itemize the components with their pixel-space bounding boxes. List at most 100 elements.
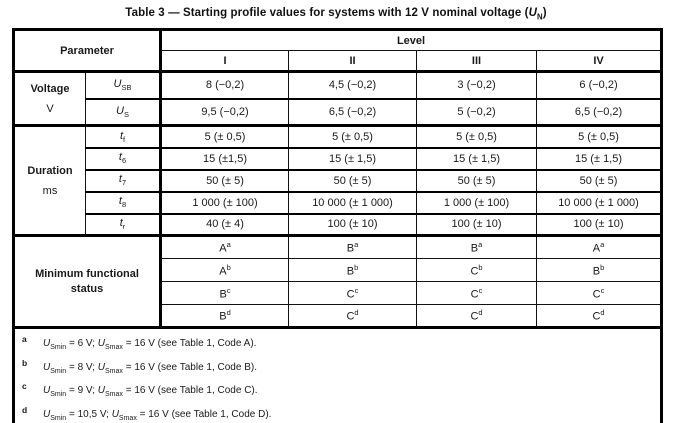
param-symbol-sub: 8	[121, 200, 127, 210]
status-footnote-ref: a	[478, 240, 483, 250]
footnote-symbol: U	[97, 361, 106, 373]
footnote-symbol-sub: Smax	[105, 367, 123, 375]
status-value: B	[470, 242, 479, 255]
value-cell: 6,5 (−0,2)	[288, 98, 418, 127]
parameter-header-cell: Parameter	[12, 29, 162, 73]
param-symbol-sub: 6	[121, 156, 127, 166]
status-cell: Bb	[536, 258, 663, 282]
param-symbol: t	[118, 173, 122, 186]
status-footnote-ref: c	[600, 285, 605, 295]
footnote-symbol: U	[97, 338, 106, 349]
value-cell: 50 (± 5)	[536, 169, 663, 193]
value-cell: 9,5 (−0,2)	[159, 98, 290, 127]
value-cell: 1 000 (± 100)	[159, 191, 290, 215]
value-cell: 15 (± 1,5)	[536, 147, 663, 171]
param-symbol-sub: f	[123, 134, 126, 144]
footnote-marker: c	[22, 381, 27, 391]
table-row: a USmin = 6 V; USmax = 16 V (see Table 1,…	[12, 327, 663, 423]
status-cell: Cd	[536, 304, 663, 329]
table-row: Minimum functional status Aa Ba Ba Aa	[12, 235, 663, 329]
status-footnote-ref: c	[478, 285, 483, 295]
status-cell: Ab	[159, 258, 290, 282]
table-row: Parameter Level	[12, 29, 663, 73]
status-footnote-ref: a	[226, 240, 231, 250]
voltage-section-label: Voltage	[30, 82, 70, 95]
param-symbol: t	[119, 217, 123, 230]
value-cell: 4,5 (−0,2)	[288, 71, 418, 100]
status-value: A	[592, 242, 601, 255]
status-cell: Bc	[159, 281, 290, 305]
footnote-marker: b	[22, 357, 28, 368]
value-cell: 8 (−0,2)	[159, 71, 290, 100]
footnote-symbol: U	[43, 408, 51, 420]
footnote-symbol-sub: Smin	[50, 414, 67, 422]
table-row: US 9,5 (−0,2) 6,5 (−0,2) 5 (−0,2) 6,5 (−…	[14, 98, 663, 127]
status-footnote-ref: b	[478, 262, 483, 272]
status-footnote-ref: b	[600, 262, 605, 272]
status-cell: Ba	[288, 235, 418, 259]
param-symbol-sub: S	[123, 109, 129, 119]
value-cell: 6 (−0,2)	[536, 71, 663, 100]
table-row: t6 15 (±1,5) 15 (± 1,5) 15 (± 1,5) 15 (±…	[14, 147, 663, 171]
level-col-header-1: I	[159, 50, 290, 73]
param-symbol-cell: t6	[84, 147, 162, 171]
status-cell: Cc	[416, 281, 538, 305]
status-footnote-ref: d	[478, 308, 483, 318]
footnote-text: = 8 V;	[66, 361, 98, 373]
footnote-text: = 9 V;	[66, 385, 98, 396]
footnote: c USmin = 9 V; USmax = 16 V (see Table 1,…	[22, 381, 652, 405]
value-cell: 15 (±1,5)	[159, 147, 290, 171]
table-row: I II III IV	[14, 50, 663, 73]
status-footnote-ref: a	[600, 240, 605, 250]
footnote-symbol: U	[43, 338, 51, 349]
footnote-symbol: U	[111, 408, 119, 420]
duration-section-label: Duration	[27, 164, 73, 177]
footnote: b USmin = 8 V; USmax = 16 V (see Table 1,…	[22, 358, 652, 382]
status-footnote-ref: d	[600, 308, 605, 318]
table-title-text: Table 3 — Starting profile values for sy…	[125, 7, 529, 19]
starting-profile-table: Parameter Level I II III IV Voltage V US…	[12, 28, 664, 423]
footnote-symbol-sub: Smin	[50, 367, 67, 375]
footnote-text: = 16 V (see Table 1, Code B).	[122, 361, 257, 373]
status-value: C	[470, 265, 479, 278]
value-cell: 50 (± 5)	[288, 169, 418, 193]
duration-section-unit: ms	[42, 184, 58, 197]
footnote-symbol-sub: Smin	[50, 391, 67, 398]
duration-section-label-cell: Duration ms	[13, 125, 86, 237]
status-cell: Aa	[536, 235, 663, 259]
status-value: C	[346, 310, 355, 323]
value-cell: 50 (± 5)	[159, 169, 290, 193]
status-cell: Cd	[288, 304, 418, 329]
status-value: A	[219, 242, 227, 255]
footnote-marker: d	[22, 404, 28, 415]
value-cell: 5 (± 0,5)	[288, 125, 418, 149]
footnote-symbol: U	[97, 385, 106, 396]
voltage-section-label-cell: Voltage V	[13, 71, 86, 127]
table-title: Table 3 — Starting profile values for sy…	[0, 7, 672, 21]
status-cell: Aa	[159, 235, 290, 259]
param-symbol: t	[118, 195, 122, 208]
footnote-marker: a	[22, 334, 27, 344]
title-suffix: )	[542, 7, 547, 19]
table-row: Voltage V USB 8 (−0,2) 4,5 (−0,2) 3 (−0,…	[13, 71, 663, 127]
footnote-symbol: U	[43, 361, 51, 373]
status-section-label-cell: Minimum functional status	[12, 235, 162, 329]
table-row: Ab Bb Cb Bb	[14, 258, 663, 282]
footnote-text: = 10,5 V;	[66, 408, 112, 420]
footnote: d USmin = 10,5 V; USmax = 16 V (see Table…	[22, 405, 652, 423]
status-cell: Ba	[416, 235, 538, 259]
value-cell: 100 (± 10)	[536, 213, 663, 237]
footnote: a USmin = 6 V; USmax = 16 V (see Table 1,…	[22, 334, 652, 358]
value-cell: 6,5 (−0,2)	[536, 98, 663, 127]
footnote-symbol-sub: Smax	[105, 391, 123, 398]
param-symbol: t	[118, 151, 122, 164]
status-footnote-ref: c	[354, 285, 359, 295]
status-footnote-ref: b	[226, 262, 231, 272]
status-footnote-ref: a	[354, 240, 359, 250]
param-symbol-sub: SB	[121, 83, 132, 93]
value-cell: 5 (± 0,5)	[536, 125, 663, 149]
level-header-cell: Level	[159, 29, 663, 51]
footnote-symbol-sub: Smax	[118, 414, 137, 422]
footnote-text: = 16 V (see Table 1, Code C).	[122, 385, 258, 396]
